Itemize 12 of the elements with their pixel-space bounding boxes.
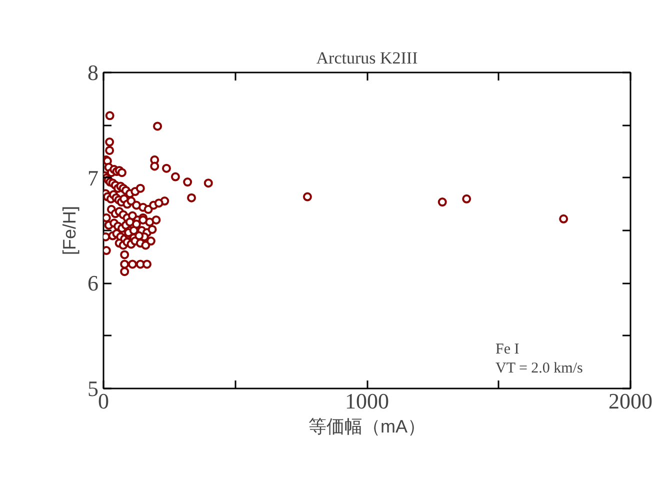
y-tick-label: 6 [88,270,98,296]
y-tick-label: 7 [88,165,98,190]
y-axis-title: [Fe/H] [60,206,80,256]
annotation: Fe I [496,342,520,358]
y-tick-label: 5 [88,376,98,401]
x-tick-label: 2000 [608,388,652,414]
chart-title: Arcturus K2III [316,48,418,68]
x-tick-label: 0 [98,388,109,414]
x-axis-title: 等価幅（mA） [308,416,426,436]
y-tick-label: 8 [88,60,98,85]
x-tick-label: 1000 [345,388,389,414]
annotation: VT = 2.0 km/s [496,360,584,376]
